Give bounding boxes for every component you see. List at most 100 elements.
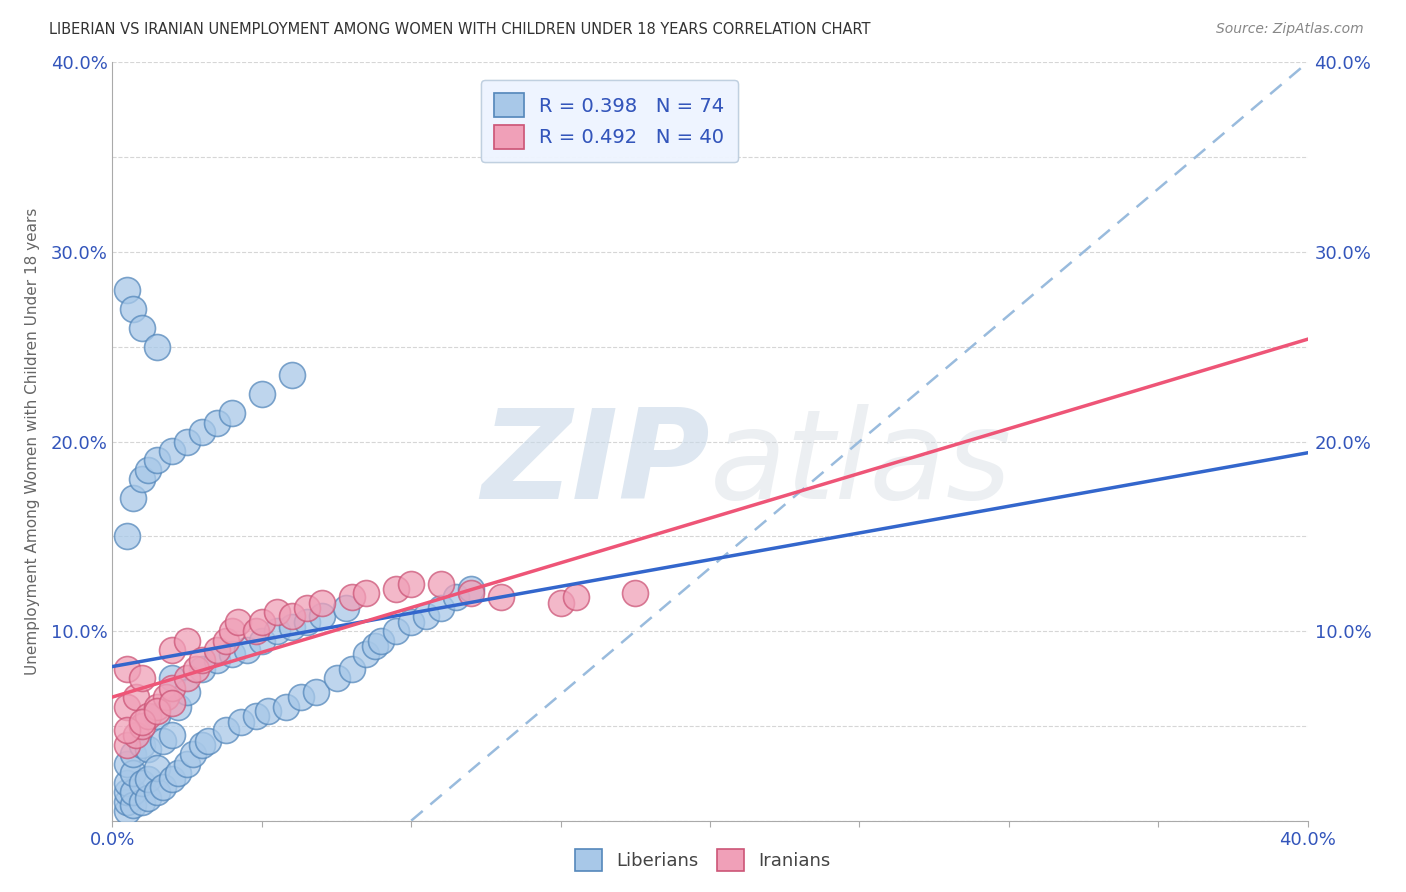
Y-axis label: Unemployment Among Women with Children Under 18 years: Unemployment Among Women with Children U… [25, 208, 39, 675]
Point [205, 643, 228, 657]
Point [356, 586, 378, 600]
Point [162, 681, 183, 695]
Point [385, 582, 408, 597]
Point [281, 620, 304, 634]
Point [191, 652, 214, 666]
Point [131, 715, 153, 730]
Point [176, 685, 198, 699]
Point [340, 590, 363, 604]
Point [430, 601, 453, 615]
Point [125, 728, 148, 742]
Point [122, 301, 145, 316]
Point [186, 662, 208, 676]
Point [257, 704, 280, 718]
Point [138, 463, 160, 477]
Point [215, 723, 238, 737]
Point [131, 719, 153, 733]
Point [415, 609, 437, 624]
Point [146, 785, 169, 799]
Point [250, 633, 273, 648]
Point [460, 586, 482, 600]
Point [131, 795, 153, 809]
Point [117, 738, 139, 752]
Point [325, 672, 347, 686]
Point [146, 704, 169, 718]
Point [155, 690, 177, 705]
Point [122, 491, 145, 506]
Point [215, 633, 238, 648]
Point [221, 647, 243, 661]
Point [131, 738, 153, 752]
Point [444, 590, 467, 604]
Point [131, 776, 153, 790]
Point [370, 633, 392, 648]
Point [146, 709, 169, 723]
Point [489, 590, 512, 604]
Point [226, 615, 249, 629]
Point [290, 690, 312, 705]
Point [138, 709, 160, 723]
Point [191, 738, 214, 752]
Point [146, 760, 169, 774]
Text: atlas: atlas [710, 404, 1012, 524]
Point [162, 728, 183, 742]
Point [162, 672, 183, 686]
Point [162, 643, 183, 657]
Point [266, 624, 288, 639]
Text: Source: ZipAtlas.com: Source: ZipAtlas.com [1216, 22, 1364, 37]
Point [131, 473, 153, 487]
Point [250, 387, 273, 401]
Point [430, 576, 453, 591]
Point [197, 734, 219, 748]
Point [122, 785, 145, 799]
Point [550, 596, 572, 610]
Point [266, 605, 288, 619]
Point [281, 609, 304, 624]
Point [295, 601, 318, 615]
Point [281, 368, 304, 383]
Point [191, 662, 214, 676]
Point [122, 798, 145, 813]
Point [125, 690, 148, 705]
Point [176, 756, 198, 771]
Point [305, 685, 328, 699]
Point [205, 652, 228, 666]
Point [117, 756, 139, 771]
Point [117, 804, 139, 818]
Point [117, 699, 139, 714]
Point [162, 444, 183, 458]
Point [274, 699, 297, 714]
Point [356, 647, 378, 661]
Point [117, 776, 139, 790]
Point [122, 747, 145, 762]
Point [245, 624, 267, 639]
Point [229, 715, 252, 730]
Point [167, 699, 190, 714]
Point [117, 795, 139, 809]
Point [311, 596, 333, 610]
Point [364, 639, 387, 653]
Point [401, 576, 423, 591]
Point [335, 601, 357, 615]
Text: ZIP: ZIP [481, 404, 710, 524]
Point [205, 416, 228, 430]
Point [221, 624, 243, 639]
Point [176, 672, 198, 686]
Point [624, 586, 647, 600]
Point [176, 633, 198, 648]
Point [167, 766, 190, 780]
Point [221, 406, 243, 420]
Point [138, 741, 160, 756]
Point [162, 772, 183, 786]
Point [181, 747, 204, 762]
Point [176, 434, 198, 449]
Point [131, 320, 153, 334]
Legend: R = 0.398   N = 74, R = 0.492   N = 40: R = 0.398 N = 74, R = 0.492 N = 40 [481, 79, 738, 162]
Point [236, 643, 259, 657]
Point [401, 615, 423, 629]
Text: LIBERIAN VS IRANIAN UNEMPLOYMENT AMONG WOMEN WITH CHILDREN UNDER 18 YEARS CORREL: LIBERIAN VS IRANIAN UNEMPLOYMENT AMONG W… [49, 22, 870, 37]
Point [117, 283, 139, 297]
Point [460, 582, 482, 597]
Point [191, 425, 214, 439]
Point [117, 785, 139, 799]
